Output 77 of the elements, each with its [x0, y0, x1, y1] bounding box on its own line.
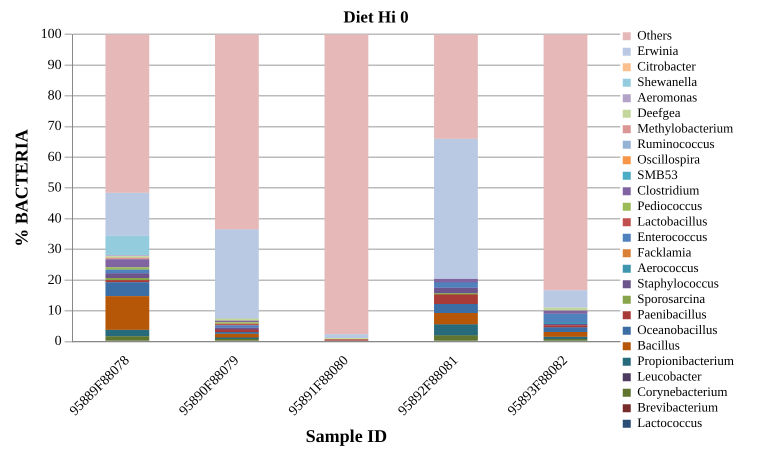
y-tick-label: 60: [48, 150, 62, 165]
bar: [434, 288, 478, 294]
bar: [324, 334, 368, 338]
bar: [105, 282, 150, 296]
y-tick-label: 100: [40, 27, 62, 42]
legend-label: Staphylococcus: [637, 276, 719, 291]
y-tick-label: 70: [48, 119, 62, 134]
legend-label: Facklamia: [637, 244, 692, 260]
y-tick-label: 20: [48, 272, 62, 288]
bar: [105, 278, 150, 280]
y-tick-label: 10: [48, 303, 62, 318]
bar: [324, 34, 368, 334]
bar: [544, 308, 588, 310]
x-axis-title: Sample ID: [306, 426, 388, 446]
legend-label: Ruminococcus: [637, 136, 715, 152]
bar: [544, 34, 588, 290]
legend-label: Lactococcus: [637, 415, 702, 430]
legend-label: Lactobacillus: [637, 214, 708, 229]
legend-label: Clostridium: [637, 182, 700, 198]
legend-label: Pediococcus: [637, 198, 702, 214]
y-tick-label: 50: [48, 180, 62, 196]
legend-label: Sporosarcina: [637, 291, 706, 306]
bar: [434, 282, 478, 288]
bar: [544, 336, 588, 340]
bar: [214, 34, 259, 230]
legend-label: Deefgea: [637, 105, 681, 120]
bar: [434, 335, 478, 341]
bar: [434, 304, 478, 313]
bar: [434, 324, 478, 336]
bar: [105, 259, 150, 268]
y-tick-label: 30: [48, 242, 62, 258]
bar: [544, 310, 588, 314]
legend-label: Shewanella: [637, 74, 698, 90]
bar: [434, 294, 478, 304]
bar: [434, 138, 478, 279]
bar: [105, 336, 150, 341]
legend-label: SMB53: [637, 167, 678, 182]
bar: [434, 278, 478, 283]
bar: [214, 325, 259, 328]
legend-label: Leucobacter: [637, 368, 702, 384]
bar: [214, 229, 259, 318]
bar: [105, 34, 150, 193]
chart-title: Diet Hi 0: [343, 8, 409, 27]
bar: [105, 273, 150, 278]
bar: [544, 314, 588, 322]
legend-label: Bacillus: [637, 338, 680, 353]
bar: [105, 192, 150, 236]
legend-label: Enterococcus: [637, 229, 708, 244]
legend-label: Corynebacterium: [637, 384, 728, 400]
y-tick-label: 0: [54, 334, 62, 350]
legend-label: Oscillospira: [637, 152, 700, 167]
bar: [434, 34, 478, 139]
bar: [544, 290, 588, 308]
y-tick-label: 90: [48, 58, 62, 73]
legend-label: Aerococcus: [637, 260, 699, 276]
legend-label: Others: [637, 28, 672, 43]
legend-label: Brevibacterium: [637, 400, 718, 415]
bar: [214, 334, 259, 338]
y-axis-title: % BACTERIA: [11, 129, 32, 247]
legend-label: Citrobacter: [637, 58, 696, 74]
bar: [105, 296, 150, 330]
bar: [105, 270, 150, 274]
legend-label: Aeromonas: [637, 90, 698, 105]
legend-label: Erwinia: [637, 43, 679, 58]
y-tick-label: 80: [48, 88, 62, 104]
legend-label: Paenibacillus: [637, 306, 707, 322]
legend-label: Oceanobacillus: [637, 322, 718, 338]
bar: [544, 327, 588, 332]
bar: [105, 236, 150, 256]
legend-label: Methylobacterium: [637, 120, 734, 136]
bar: [214, 318, 259, 321]
y-tick-label: 40: [48, 211, 62, 226]
bar: [105, 330, 150, 336]
legend-label: Propionibacterium: [637, 353, 734, 368]
bar: [544, 332, 588, 337]
bar: [434, 312, 478, 324]
bar: [105, 267, 150, 270]
